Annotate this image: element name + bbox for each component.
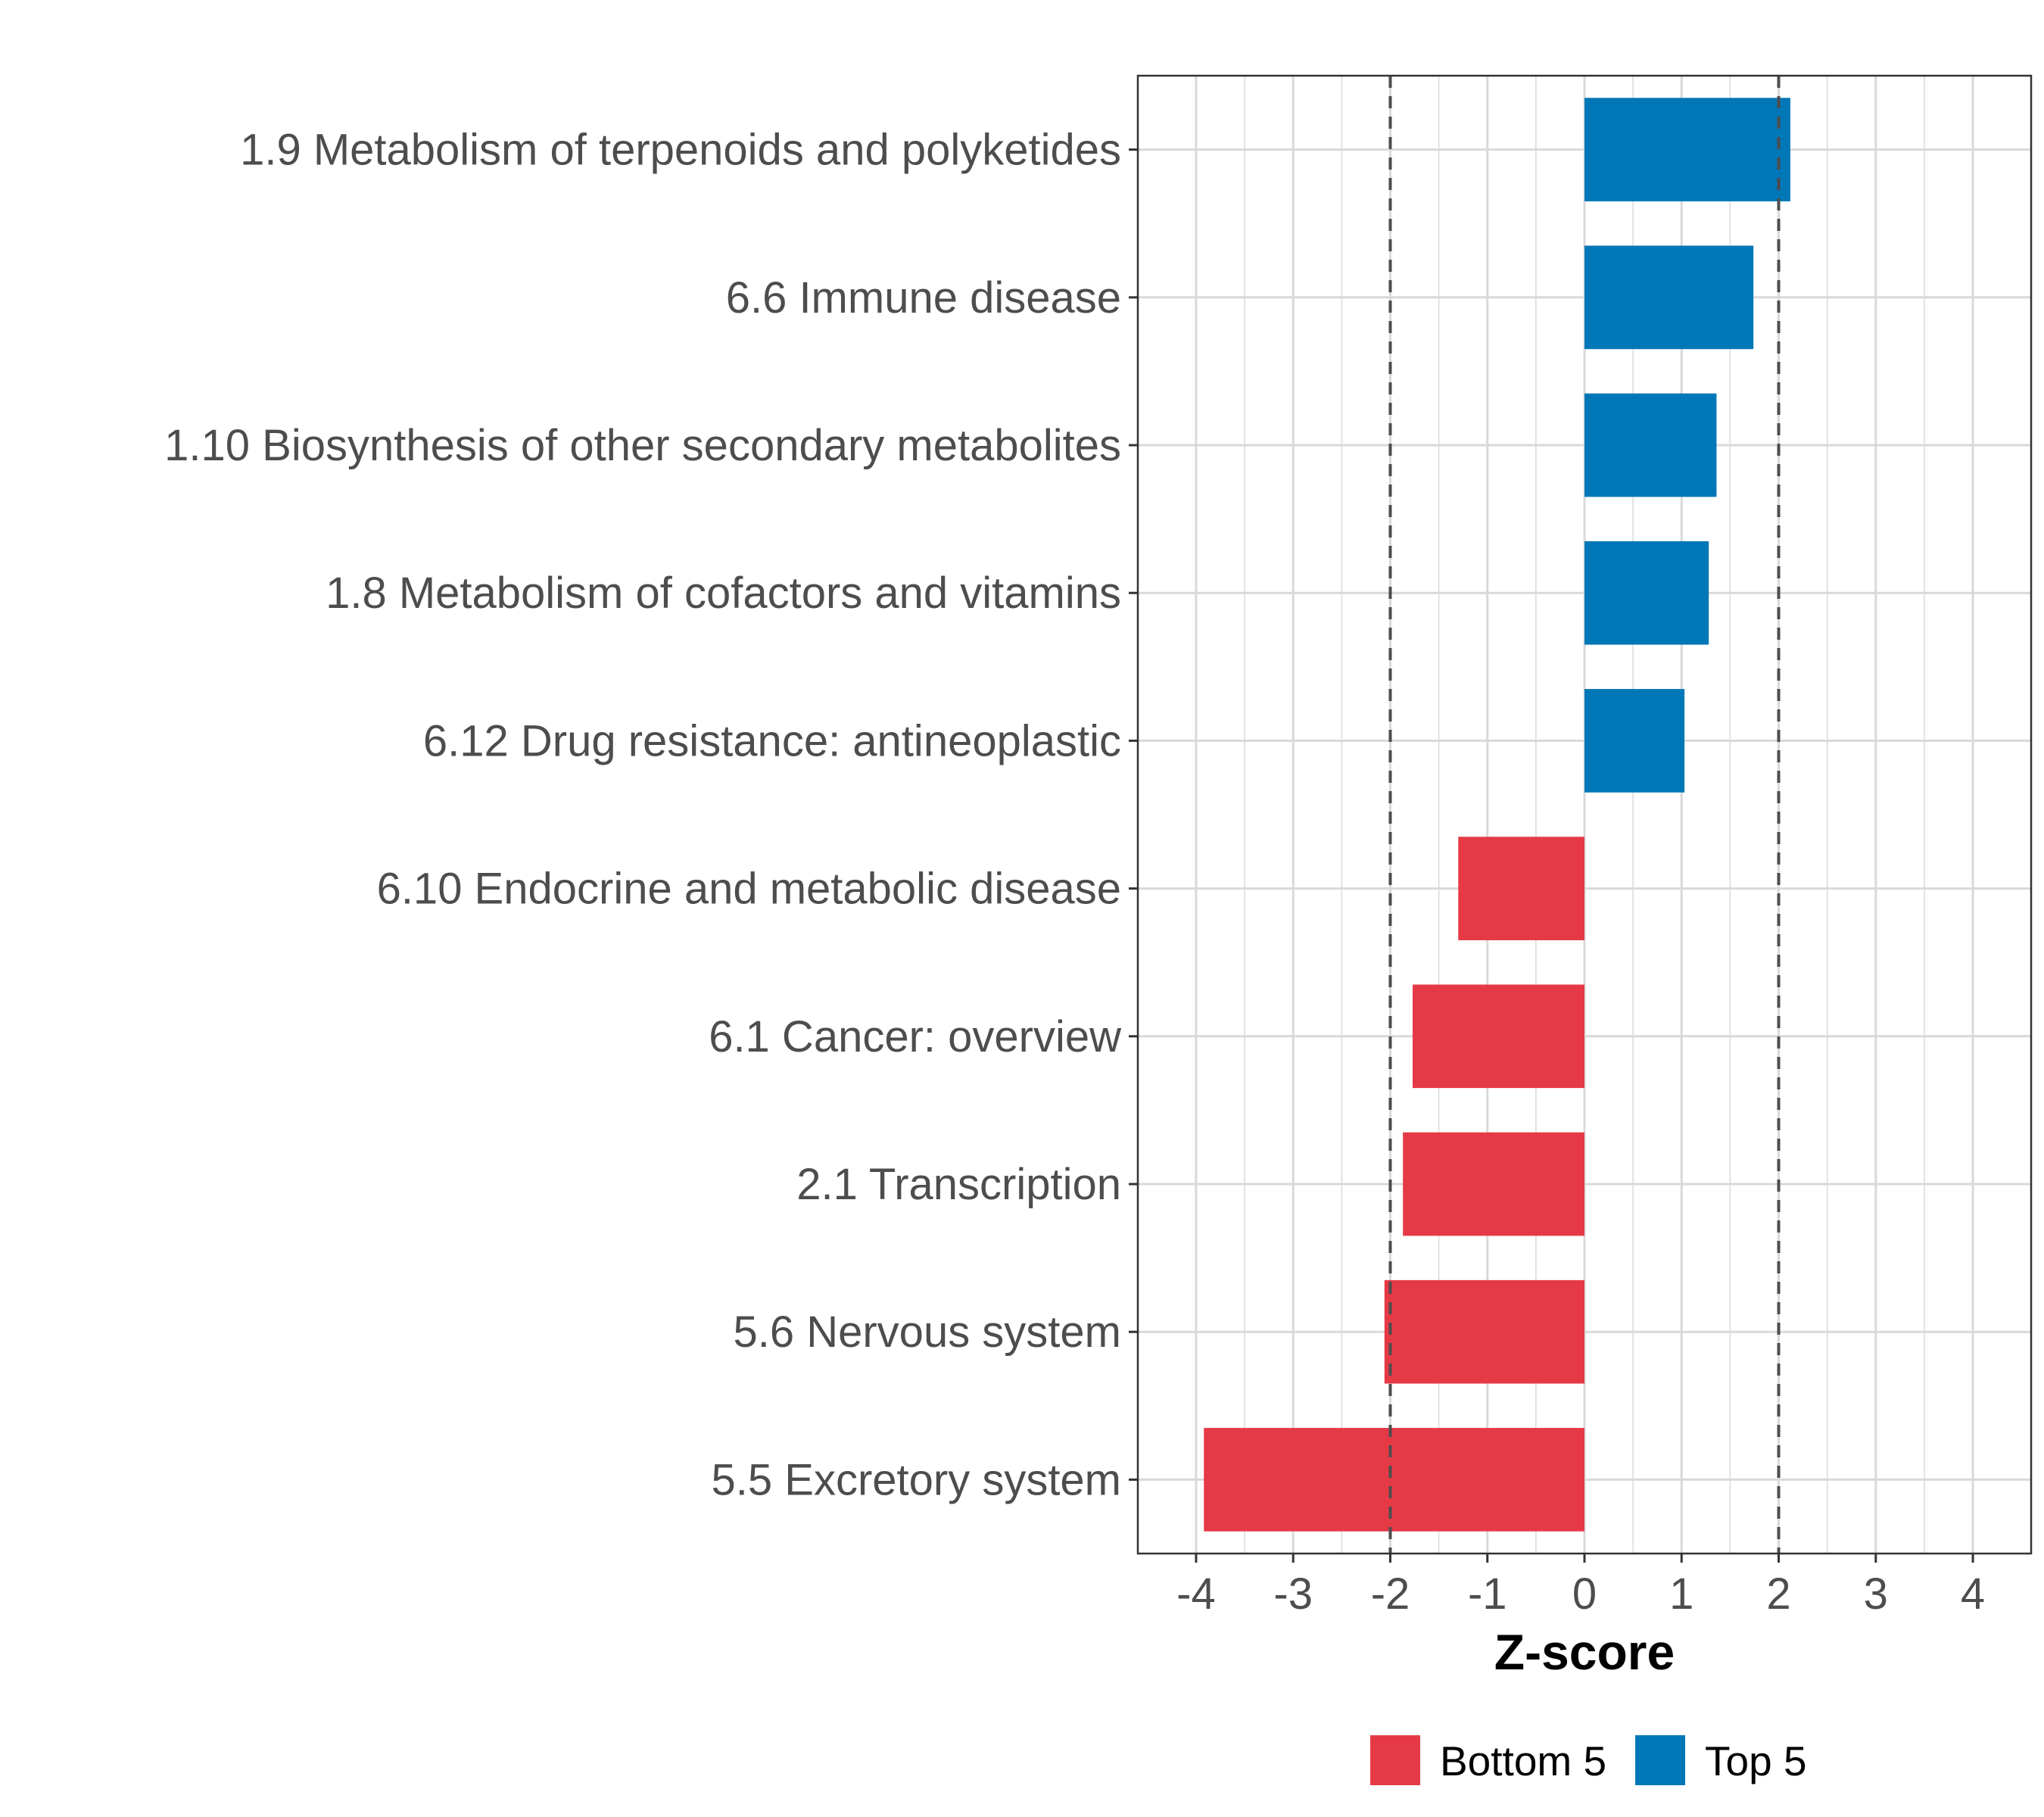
category-label: 6.10 Endocrine and metabolic disease — [377, 865, 1121, 914]
x-tick-label: -4 — [1176, 1569, 1216, 1619]
category-label: 6.1 Cancer: overview — [709, 1012, 1122, 1061]
reference-lines — [1388, 76, 1781, 1554]
x-tick-label: -1 — [1468, 1569, 1507, 1619]
legend-label: Bottom 5 — [1440, 1738, 1606, 1784]
bar-top5 — [1584, 393, 1717, 497]
x-axis-title: Z-score — [1494, 1624, 1675, 1680]
bar-bottom5 — [1403, 1132, 1584, 1236]
bars — [1204, 98, 1790, 1532]
category-label: 1.10 Biosynthesis of other secondary met… — [164, 421, 1121, 470]
legend-key-top5 — [1635, 1735, 1685, 1785]
bar-bottom5 — [1458, 837, 1584, 940]
category-label: 2.1 Transcription — [796, 1160, 1121, 1209]
x-tick-label: 3 — [1864, 1569, 1888, 1619]
x-tick-label: 1 — [1669, 1569, 1693, 1619]
bar-top5 — [1584, 689, 1685, 793]
category-label: 5.6 Nervous system — [733, 1307, 1121, 1357]
category-label: 6.6 Immune disease — [726, 273, 1121, 323]
category-label: 6.12 Drug resistance: antineoplastic — [423, 716, 1121, 765]
x-tick-label: 4 — [1961, 1569, 1985, 1619]
legend-key-bottom5 — [1370, 1735, 1420, 1785]
x-tick-label: 2 — [1766, 1569, 1790, 1619]
category-label: 1.8 Metabolism of cofactors and vitamins — [326, 569, 1121, 618]
x-axis: -4 -3 -2 -1 0 1 2 3 4 — [1176, 1554, 1985, 1619]
x-tick-label: -2 — [1371, 1569, 1410, 1619]
x-tick-label: -3 — [1273, 1569, 1313, 1619]
x-tick-label: 0 — [1572, 1569, 1597, 1619]
y-axis: 1.9 Metabolism of terpenoids and polyket… — [164, 126, 1138, 1504]
bar-top5 — [1584, 541, 1709, 645]
category-label: 5.5 Excretory system — [712, 1455, 1121, 1504]
bar-bottom5 — [1384, 1279, 1584, 1384]
category-label: 1.9 Metabolism of terpenoids and polyket… — [240, 126, 1121, 175]
legend-label: Top 5 — [1705, 1738, 1807, 1784]
bar-bottom5 — [1412, 984, 1584, 1089]
legend: Bottom 5 Top 5 — [1370, 1735, 1807, 1785]
bar-top5 — [1584, 245, 1754, 350]
bar-bottom5 — [1204, 1428, 1584, 1532]
bar-top5 — [1584, 98, 1790, 201]
